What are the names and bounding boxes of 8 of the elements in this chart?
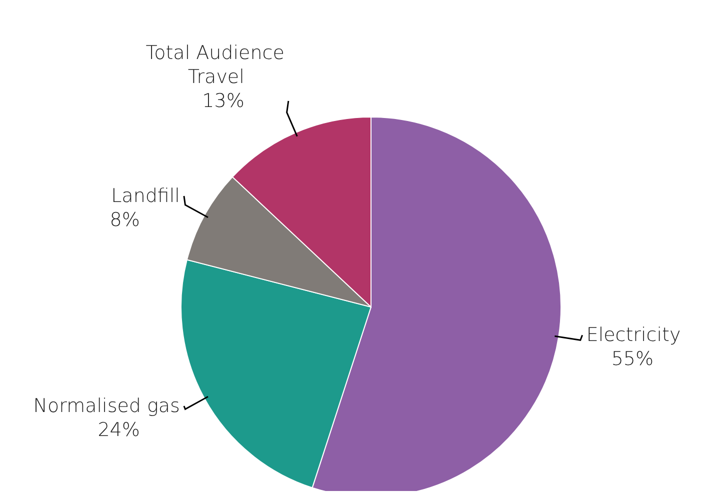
data-label: 13% [202,90,244,112]
data-label: 8% [110,208,140,231]
slice-label: Normalised gas [33,395,180,418]
data-label: 24% [98,419,140,442]
slice-label: Landfill [111,184,180,207]
slice-label: Total Audience Travel [146,42,284,88]
data-label: 55% [611,348,654,370]
slice-label: Electricity [586,324,681,346]
